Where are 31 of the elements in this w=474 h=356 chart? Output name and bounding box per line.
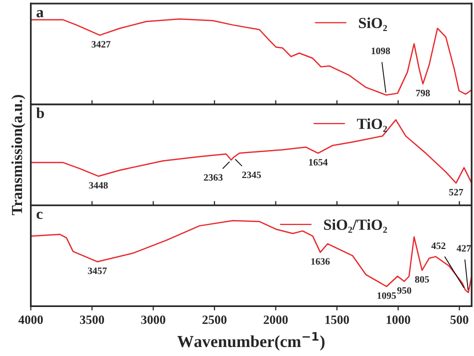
x-tick-label: 2500 bbox=[202, 316, 227, 324]
annotation: 798 bbox=[416, 90, 430, 96]
x-tick-label: 1500 bbox=[325, 316, 349, 324]
x-tick-label: 4000 bbox=[18, 316, 43, 324]
x-tick-label: 3000 bbox=[141, 316, 166, 324]
annotation: 1636 bbox=[311, 258, 330, 265]
legend-label: SiO₂ bbox=[358, 17, 387, 32]
annotation: 950 bbox=[397, 287, 412, 294]
y-axis-title: Transmission(a.u.) bbox=[11, 94, 26, 216]
annotation: 452 bbox=[431, 242, 446, 250]
annotation: 1654 bbox=[309, 159, 328, 166]
x-tick-label: 2000 bbox=[264, 316, 288, 324]
annotation: 3457 bbox=[88, 268, 107, 274]
annotation: 3448 bbox=[89, 182, 108, 189]
annotation: 527 bbox=[449, 188, 464, 196]
legend-label: SiO₂/TiO₂ bbox=[324, 219, 387, 233]
x-tick-label: 3500 bbox=[80, 316, 104, 324]
legend-label: TiO₂ bbox=[356, 118, 387, 132]
x-axis-title: Wavenumber(cm$^{−1}$) bbox=[177, 332, 325, 351]
annotation: 2363 bbox=[204, 174, 223, 181]
x-tick-label: 500 bbox=[450, 316, 468, 324]
annotation: 1095 bbox=[378, 292, 396, 299]
chart-title: b bbox=[36, 107, 44, 118]
annotation: 805 bbox=[415, 276, 429, 283]
annotation: 2345 bbox=[242, 172, 261, 178]
annotation: 427 bbox=[456, 245, 471, 252]
chart-title: c bbox=[36, 212, 42, 220]
chart-title: a bbox=[36, 10, 44, 18]
annotation: 3427 bbox=[92, 41, 110, 48]
x-tick-label: 1000 bbox=[386, 316, 410, 324]
annotation: 1098 bbox=[372, 48, 390, 54]
